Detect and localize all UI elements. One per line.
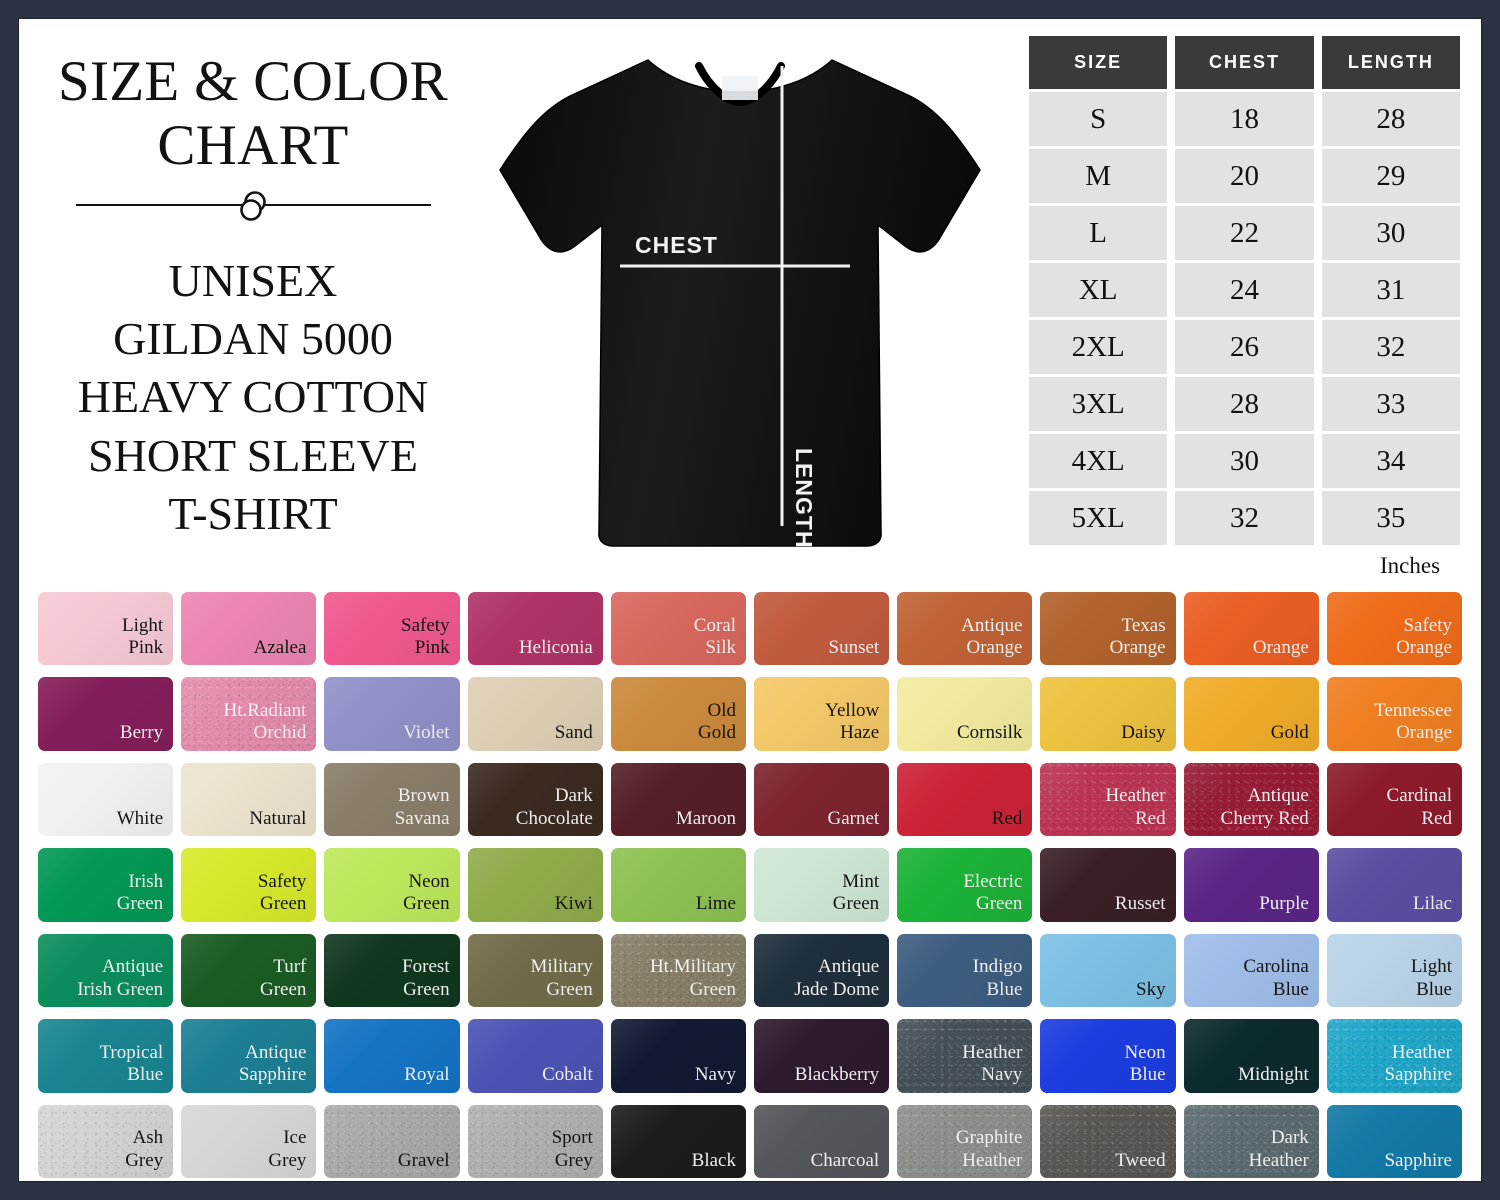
- svg-text:LENGTH: LENGTH: [791, 448, 817, 549]
- svg-text:CHEST: CHEST: [635, 232, 718, 258]
